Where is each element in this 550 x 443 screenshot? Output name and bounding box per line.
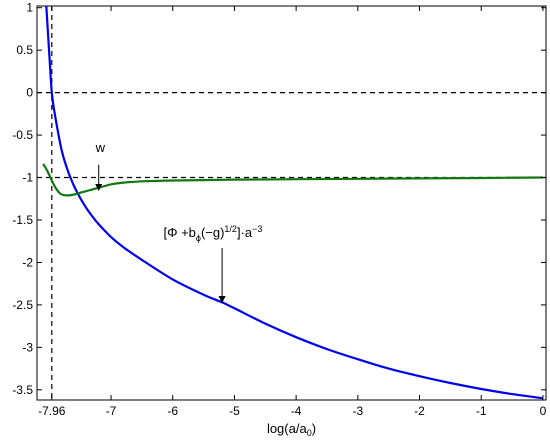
x-tick-label: -6 <box>167 404 178 418</box>
reference-lines <box>37 6 546 400</box>
y-tick-label: 0.5 <box>16 43 33 57</box>
y-tick-label: -3 <box>22 340 33 354</box>
y-tick-label: 0 <box>26 86 33 100</box>
y-axis-ticks: 1 0.5 0 -0.5 -1 -1.5 -2 -2.5 -3 -3.5 <box>12 1 546 397</box>
plot-frame <box>36 5 547 401</box>
x-tick-label: -1 <box>476 404 487 418</box>
x-tick-label: -2 <box>414 404 425 418</box>
y-tick-label: -2.5 <box>12 298 33 312</box>
y-tick-label: 1 <box>26 1 33 15</box>
y-tick-label: -0.5 <box>12 128 33 142</box>
series-layer <box>42 5 544 400</box>
series-green-line <box>42 163 543 197</box>
series-blue-line <box>45 5 544 400</box>
x-tick-label: -7.96 <box>38 404 66 418</box>
annotation-blue-label: [Φ +bϕ(−g)1/2]·a−3 <box>163 224 262 243</box>
y-tick-label: -2 <box>22 255 33 269</box>
y-tick-label: -3.5 <box>12 383 33 397</box>
x-axis-ticks: -7.96 -7 -6 -5 -4 -3 -2 -1 0 <box>38 6 547 418</box>
x-tick-label: -7 <box>106 404 117 418</box>
y-tick-label: -1 <box>22 171 33 185</box>
x-tick-label: 0 <box>540 404 547 418</box>
plot-border <box>36 5 547 401</box>
y-tick-label: -1.5 <box>12 213 33 227</box>
x-tick-label: -5 <box>229 404 240 418</box>
annotation-layer: w [Φ +bϕ(−g)1/2]·a−3 <box>95 140 262 304</box>
x-axis-title: log(a/a0) <box>267 421 316 438</box>
x-tick-label: -4 <box>291 404 302 418</box>
x-tick-label: -3 <box>352 404 363 418</box>
annotation-w-label: w <box>95 140 106 155</box>
